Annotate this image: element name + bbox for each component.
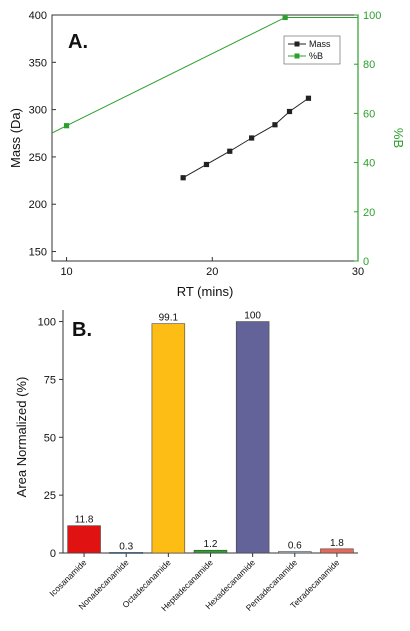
b-bar-6	[320, 548, 354, 554]
b-ytick-label: 50	[44, 432, 56, 444]
legend-mass-text: Mass	[309, 39, 331, 49]
a-ytick-label: 150	[29, 247, 47, 259]
a-ytick-label: 350	[29, 57, 47, 69]
panel-a-xlabel: RT (mins)	[177, 284, 234, 299]
b-bar-4	[235, 321, 270, 554]
a-point-0-5	[286, 108, 293, 115]
b-bar-value-label-1: 0.3	[119, 541, 133, 552]
b-category-label-0: Icosanamide	[47, 557, 88, 598]
b-bar-1	[109, 552, 143, 554]
a-ytick-label: 250	[29, 152, 47, 164]
a-point-1-2	[282, 14, 288, 21]
a-xtick-label: 20	[206, 266, 218, 278]
b-bar-value-label-2: 99.1	[159, 313, 179, 324]
legend-b-marker	[294, 53, 300, 59]
a-ytick-label: 400	[29, 10, 47, 22]
a-y2tick-label: 60	[363, 108, 375, 120]
b-ytick-label: 25	[44, 490, 56, 502]
a-point-0-1	[203, 161, 210, 168]
panel-b-bars: 11.8 0.3 99.1 1.2 100 0.6 1.8	[67, 311, 354, 554]
a-xtick-label: 30	[352, 266, 364, 278]
a-y2tick-label: 20	[363, 207, 375, 219]
b-bar-value-label-4: 100	[244, 311, 261, 322]
a-y2tick-label: 0	[363, 256, 369, 268]
a-point-0-3	[249, 135, 255, 141]
b-bar-0	[67, 525, 101, 554]
panel-a-ylabel: Mass (Da)	[8, 108, 23, 168]
panel-a-legend: Mass %B	[283, 35, 341, 65]
a-point-0-6	[305, 95, 312, 101]
legend-b-text: %B	[309, 51, 323, 61]
panel-b-axes: 0255075100IcosanamideNonadecanamideOctad…	[38, 310, 358, 613]
panel-a-series	[51, 14, 358, 181]
b-bar-value-label-6: 1.8	[330, 538, 344, 549]
panel-b-ylabel: Area Normalized (%)	[14, 377, 29, 498]
legend-box	[283, 35, 341, 65]
legend-mass-marker	[294, 41, 300, 47]
a-xtick-label: 10	[60, 266, 72, 278]
panel-a-y2label: %B	[391, 128, 406, 148]
b-ytick-label: 75	[44, 374, 56, 386]
a-y2tick-label: 100	[363, 10, 381, 22]
b-bar-5	[278, 551, 312, 554]
a-point-1-1	[63, 123, 70, 129]
a-ytick-label: 300	[29, 105, 47, 117]
a-y2tick-label: 40	[363, 158, 375, 170]
b-bar-value-label-5: 0.6	[288, 541, 302, 552]
a-series-line-1	[51, 16, 358, 134]
b-bar-2	[151, 323, 186, 554]
b-ytick-label: 100	[38, 317, 56, 329]
panel-a-label: A.	[68, 31, 88, 53]
a-point-0-0	[180, 175, 186, 181]
b-bar-value-label-0: 11.8	[75, 515, 94, 526]
a-ytick-label: 200	[29, 199, 47, 211]
b-ytick-label: 0	[50, 548, 56, 560]
b-bar-3	[193, 549, 228, 554]
a-point-0-4	[272, 122, 278, 128]
panel-b: 0255075100IcosanamideNonadecanamideOctad…	[14, 310, 358, 613]
panel-b-label: B.	[72, 319, 92, 341]
panel-a-gridless-axes: 10 20 30 150 200 250 300 350 400 0 20 40 60 80 100	[29, 10, 382, 278]
a-y2tick-label: 80	[363, 59, 375, 71]
b-bar-value-label-3: 1.2	[204, 539, 218, 550]
a-point-0-2	[227, 148, 233, 154]
